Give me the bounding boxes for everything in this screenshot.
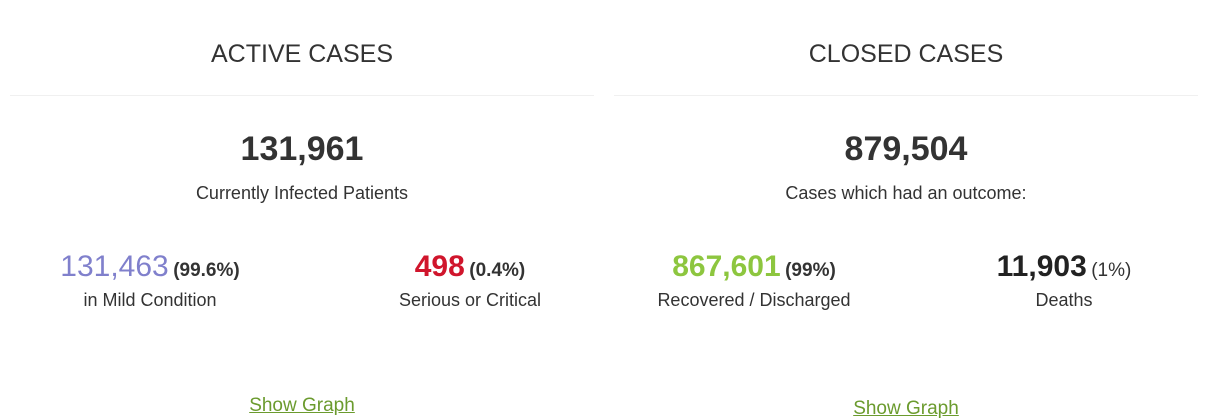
value: 867,601: [672, 250, 781, 283]
percent: (0.4%): [469, 260, 526, 281]
label: Deaths: [1035, 290, 1093, 310]
percent: (99.6%): [173, 260, 240, 281]
show-graph-link[interactable]: Show Graph: [249, 395, 355, 416]
stat: 498 (0.4%) Serious or Critical: [340, 250, 600, 311]
closed-panel: CLOSED CASES 879,504 Cases which had an …: [604, 0, 1208, 420]
value: 131,463: [60, 250, 169, 283]
label: Serious or Critical: [398, 290, 542, 310]
total: 879,504: [844, 130, 968, 168]
percent: (1%): [1091, 260, 1132, 281]
label: in Mild Condition: [83, 290, 217, 310]
percent: (99%): [785, 260, 836, 281]
panel-title: ACTIVE CASES: [211, 40, 393, 68]
panel-title: CLOSED CASES: [808, 40, 1004, 68]
label: Recovered / Discharged: [657, 290, 851, 310]
total: 131,961: [240, 130, 364, 168]
stat: 131,463 (99.6%) in Mild Condition: [20, 250, 280, 311]
subtitle: Cases which had an outcome:: [785, 183, 1027, 203]
active-panel: ACTIVE CASES 131,961 Currently Infected …: [10, 40, 600, 416]
subtitle: Currently Infected Patients: [195, 183, 409, 203]
divider: [614, 95, 1198, 96]
value: 11,903: [996, 250, 1087, 283]
stat: 11,903 (1%) Deaths: [934, 250, 1194, 311]
stat: 867,601 (99%) Recovered / Discharged: [624, 250, 884, 311]
divider: [10, 95, 594, 96]
show-graph-link[interactable]: Show Graph: [853, 398, 959, 419]
value: 498: [414, 250, 465, 283]
